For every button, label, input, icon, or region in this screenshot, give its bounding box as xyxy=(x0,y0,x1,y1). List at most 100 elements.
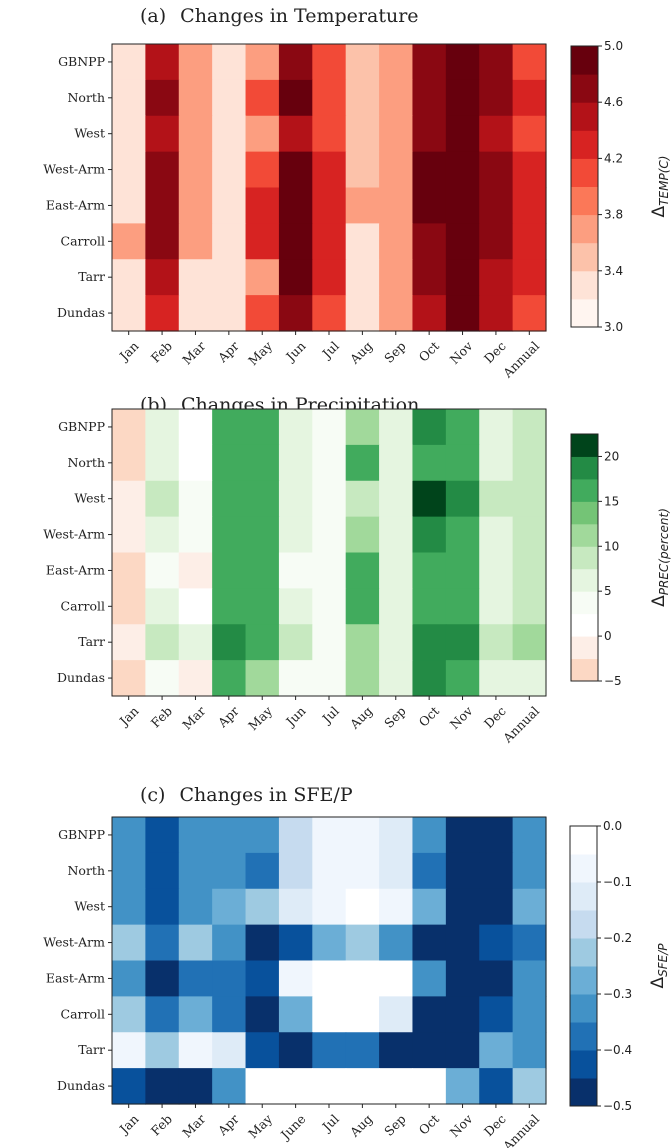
heatmap-cell xyxy=(178,1068,213,1105)
title-text: Changes in SFE/P xyxy=(179,784,352,806)
column-label: Dec xyxy=(481,1111,509,1139)
column-label: Nov xyxy=(447,1111,476,1140)
heatmap-cell xyxy=(379,996,414,1033)
heatmap-cell xyxy=(245,960,280,997)
colorbar-tick-label: 5.0 xyxy=(604,39,623,53)
heatmap-cell xyxy=(212,1068,247,1105)
heatmap-cell xyxy=(445,115,480,153)
heatmap-cell xyxy=(178,223,213,260)
row-label: East-Arm xyxy=(46,970,105,985)
heatmap-cell xyxy=(512,187,547,224)
heatmap-cell xyxy=(245,44,280,81)
heatmap-cell xyxy=(112,624,146,661)
heatmap-cell xyxy=(479,624,514,661)
heatmap-cell xyxy=(178,44,213,81)
heatmap-cell xyxy=(245,552,280,589)
row-label: Tarr xyxy=(78,1042,105,1057)
heatmap-cell xyxy=(245,924,280,962)
row-label: East-Arm xyxy=(46,562,105,577)
heatmap-cell xyxy=(212,516,247,554)
heatmap-cell xyxy=(178,660,213,697)
heatmap-cell xyxy=(145,480,180,518)
heatmap-cell xyxy=(178,960,213,997)
panel-letter: (a) xyxy=(140,5,166,27)
heatmap-cells xyxy=(112,817,547,1105)
heatmap-cell xyxy=(412,259,447,296)
heatmap-cell xyxy=(278,409,313,446)
heatmap-cell xyxy=(345,444,380,482)
colorbar-segment xyxy=(571,158,598,187)
heatmap-cell xyxy=(445,888,480,926)
heatmap-cell xyxy=(512,996,547,1033)
heatmap-cell xyxy=(445,924,480,962)
heatmap-cell xyxy=(245,817,280,854)
heatmap-cell xyxy=(312,960,347,997)
heatmap-cell xyxy=(312,817,347,854)
heatmap-cell xyxy=(479,1032,514,1069)
heatmap-cell xyxy=(112,79,146,117)
row-label: Dundas xyxy=(57,670,105,685)
heatmap-cell xyxy=(479,552,514,589)
colorbar-segment xyxy=(570,854,597,883)
heatmap-cell xyxy=(145,187,180,224)
heatmap-cell xyxy=(278,1032,313,1069)
heatmap-cell xyxy=(379,480,414,518)
column-label: June xyxy=(276,1111,308,1143)
heatmap-cell xyxy=(412,79,447,117)
row-label: North xyxy=(67,863,105,878)
row-label: West xyxy=(74,899,105,914)
column-label: May xyxy=(245,338,276,369)
heatmap-cell xyxy=(345,817,380,854)
heatmap-cell xyxy=(345,588,380,625)
row-label: West-Arm xyxy=(43,935,105,950)
heatmap-cell xyxy=(112,817,146,854)
heatmap-cell xyxy=(445,44,480,81)
heatmap-cell xyxy=(445,624,480,661)
heatmap-cell xyxy=(278,480,313,518)
heatmap-cell xyxy=(278,259,313,296)
heatmap-cell xyxy=(379,187,414,224)
colorbar-tick-label: 5 xyxy=(604,584,612,598)
heatmap-cell xyxy=(212,444,247,482)
heatmap-cell xyxy=(412,444,447,482)
heatmap-cell xyxy=(112,295,146,332)
heatmap-cell xyxy=(345,852,380,890)
column-label: Sep xyxy=(381,703,409,731)
heatmap-cell xyxy=(412,1068,447,1105)
colorbar-segment xyxy=(570,994,597,1023)
heatmap-cell xyxy=(112,924,146,962)
heatmap-cell xyxy=(278,588,313,625)
heatmap-cell xyxy=(345,996,380,1033)
heatmap-cell xyxy=(278,660,313,697)
heatmap-cell xyxy=(245,187,280,224)
panel-3: (c) Changes in SFE/P GBNPP North West West-Ar… xyxy=(43,784,670,1148)
heatmap-cell xyxy=(479,79,514,117)
heatmap-cell xyxy=(445,295,480,332)
colorbar-segment xyxy=(571,658,598,682)
heatmap-cell xyxy=(479,187,514,224)
heatmap-cell xyxy=(178,996,213,1033)
heatmap-cell xyxy=(445,259,480,296)
heatmap-cell xyxy=(278,444,313,482)
heatmap-cell xyxy=(345,115,380,153)
heatmap-cell xyxy=(278,44,313,81)
heatmap-cell xyxy=(145,444,180,482)
row-label: Carroll xyxy=(61,233,106,248)
row-label: North xyxy=(67,90,105,105)
column-label: Oct xyxy=(416,1111,442,1137)
heatmap-cell xyxy=(245,409,280,446)
row-label: Tarr xyxy=(78,269,105,284)
colorbar-segment xyxy=(571,102,598,131)
column-label: Mar xyxy=(179,703,208,732)
heatmap-cell xyxy=(412,624,447,661)
colorbar-tick-label: 3.4 xyxy=(604,264,623,278)
heatmap-cell xyxy=(178,888,213,926)
row-label: Dundas xyxy=(57,305,105,320)
heatmap-cell xyxy=(379,817,414,854)
heatmap-cell xyxy=(178,1032,213,1069)
column-label: Jun xyxy=(282,338,309,365)
title-text: Changes in Temperature xyxy=(180,5,418,27)
colorbar-segment xyxy=(571,298,598,328)
heatmap-cell xyxy=(145,79,180,117)
colorbar-tick-label: −0.5 xyxy=(603,1099,632,1113)
